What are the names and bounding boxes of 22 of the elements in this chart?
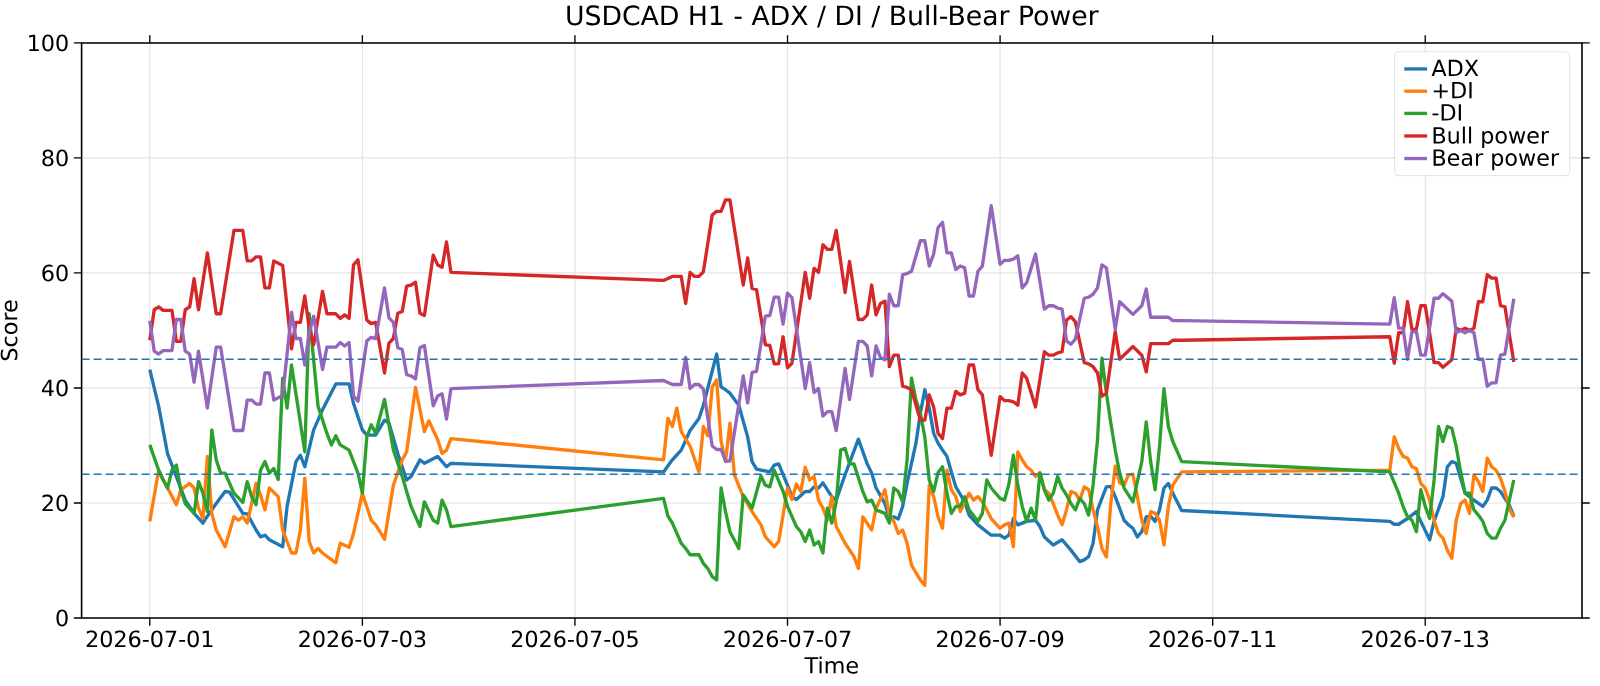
legend-label: -DI [1432,104,1461,121]
x-tick-label: 2026-07-07 [724,630,851,648]
line-series [148,312,1516,582]
y-axis-title: Score [0,300,18,361]
chart-title: USDCAD H1 - ADX / DI / Bull-Bear Power [567,4,1099,28]
y-tick-label: 40 [41,379,68,397]
y-tick-label: 100 [29,34,68,52]
legend-label: Bear power [1433,149,1560,171]
legend-label: Bull power [1433,126,1550,149]
x-tick-label: 2026-07-01 [86,630,213,648]
legend-label: +DI [1433,82,1472,99]
legend-label: ADX [1431,59,1479,77]
y-tick-label: 80 [42,149,68,167]
x-tick-label: 2026-07-03 [299,630,426,648]
y-tick-label: 0 [56,609,68,627]
y-tick-label: 20 [42,494,68,512]
x-tick-label: 2026-07-13 [1362,630,1489,648]
y-tick-label: 60 [42,264,68,282]
x-axis-title: Time [804,656,858,674]
x-tick-label: 2026-07-05 [511,630,638,648]
x-tick-label: 2026-07-11 [1149,630,1276,648]
x-tick-label: 2026-07-09 [937,630,1064,648]
